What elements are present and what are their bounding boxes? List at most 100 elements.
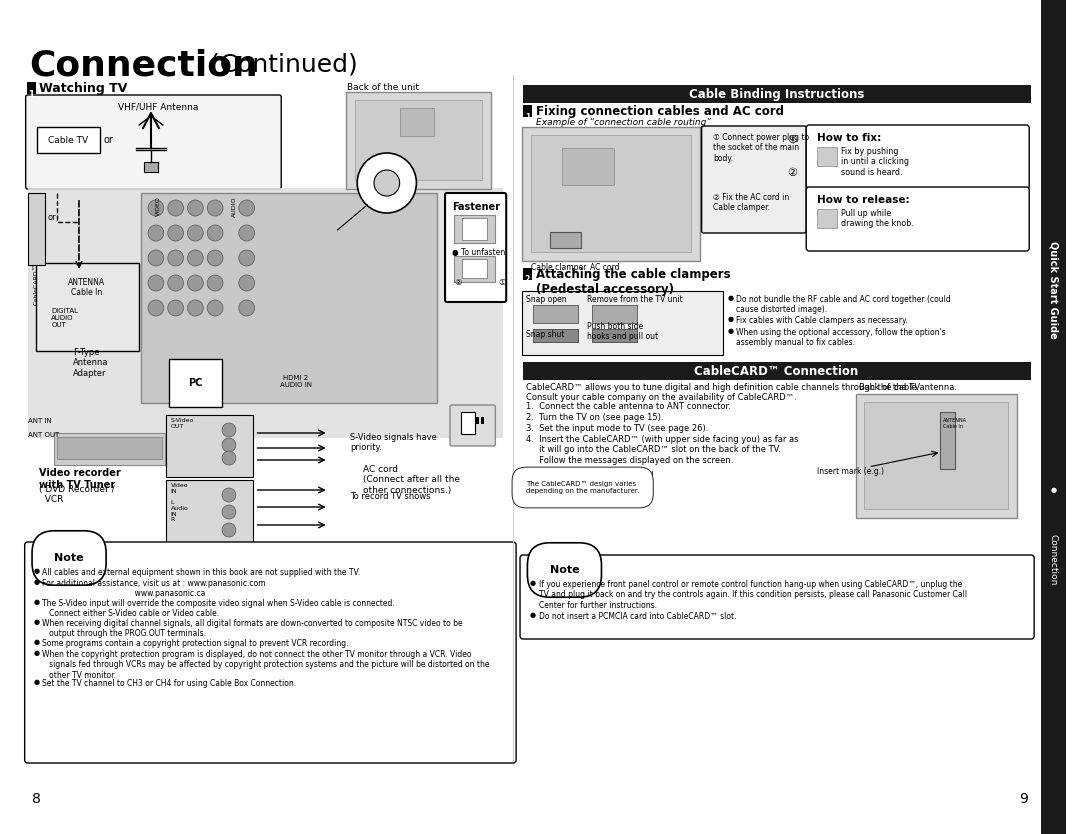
Text: ANTENNA
Cable In: ANTENNA Cable In [68,278,106,298]
Bar [563,148,613,185]
FancyBboxPatch shape [521,555,1035,639]
Text: Quick Start Guide: Quick Start Guide [1049,241,1058,339]
Bar [818,209,837,228]
FancyBboxPatch shape [855,394,1017,518]
Text: Video
IN: Video IN [171,483,188,494]
Text: Pull up while
drawing the knob.: Pull up while drawing the knob. [840,209,914,229]
Text: ●: ● [33,679,40,685]
Text: Do not insert a PCMCIA card into CableCARD™ slot.: Do not insert a PCMCIA card into CableCA… [539,612,737,621]
Text: ① Connect power plug to
the socket of the main
body.: ① Connect power plug to the socket of th… [714,133,810,163]
Text: 8: 8 [31,792,40,806]
Circle shape [148,300,164,316]
Text: Cable clamper: Cable clamper [531,263,586,272]
Text: AUDIO: AUDIO [232,196,237,217]
Bar [28,188,503,438]
Text: ●: ● [33,619,40,625]
Circle shape [148,250,164,266]
Text: Example of “connection cable routing”: Example of “connection cable routing” [536,118,711,127]
Bar [523,85,1031,103]
Text: CableCARD™ Connection: CableCARD™ Connection [694,364,859,378]
Text: Back of the TV: Back of the TV [859,383,920,392]
Text: How to fix:: How to fix: [818,133,881,143]
Bar [36,263,139,351]
Circle shape [167,275,184,291]
Text: ②: ② [787,168,797,178]
Text: Snap open: Snap open [526,295,567,304]
Text: Note: Note [550,565,579,575]
Circle shape [167,200,184,216]
Text: 9: 9 [1020,792,1028,806]
Text: ( DVD Recorder /
  VCR: ( DVD Recorder / VCR [40,485,116,505]
Text: Cable Binding Instructions: Cable Binding Instructions [689,88,864,101]
Text: ●: ● [1051,487,1056,493]
Text: Fixing connection cables and AC cord: Fixing connection cables and AC cord [536,105,784,118]
FancyBboxPatch shape [445,193,507,302]
Text: Do not bundle the RF cable and AC cord together (could
cause distorted image).: Do not bundle the RF cable and AC cord t… [737,295,950,314]
Text: When the copyright protection program is displayed, do not connect the other TV : When the copyright protection program is… [42,650,490,680]
Text: S-Video
OUT: S-Video OUT [171,418,194,429]
Bar [523,268,531,280]
FancyBboxPatch shape [522,127,700,261]
FancyBboxPatch shape [347,92,491,189]
Text: Fix cables with Cable clampers as necessary.: Fix cables with Cable clampers as necess… [737,316,908,325]
Text: 1: 1 [525,113,530,122]
Circle shape [222,423,235,437]
Text: (Continued): (Continued) [202,52,359,76]
Bar [532,305,578,323]
Circle shape [207,275,222,291]
Circle shape [167,300,184,316]
Text: ●: ● [33,599,40,605]
Text: Attaching the cable clampers
(Pedestal accessory): Attaching the cable clampers (Pedestal a… [536,268,730,296]
Bar [481,417,484,424]
Text: ANTENNA
Cable In: ANTENNA Cable In [943,418,968,429]
Text: or: or [48,213,56,222]
Text: 1.  Connect the cable antenna to ANT connector.: 1. Connect the cable antenna to ANT conn… [526,402,731,411]
Bar [592,305,637,323]
Text: S-Video signals have
priority.: S-Video signals have priority. [350,433,437,452]
Bar [532,329,578,342]
Circle shape [207,300,222,316]
Text: HDMI 2
AUDIO IN: HDMI 2 AUDIO IN [280,375,312,388]
Text: ●: ● [727,328,733,334]
Bar [461,412,474,434]
Circle shape [222,505,235,519]
Text: The CableCARD™ design varies
depending on the manufacturer.: The CableCARD™ design varies depending o… [526,481,639,494]
Text: Fastener: Fastener [451,202,500,212]
Circle shape [239,225,255,241]
Text: Note: Note [54,553,84,563]
Text: Set the TV channel to CH3 or CH4 for using Cable Box Connection.: Set the TV channel to CH3 or CH4 for usi… [42,679,297,688]
Bar [523,105,531,117]
Text: Fix by pushing
in until a clicking
sound is heard.: Fix by pushing in until a clicking sound… [840,147,908,177]
Bar [454,215,496,243]
Text: Watching TV: Watching TV [40,82,127,95]
FancyBboxPatch shape [702,126,806,233]
Circle shape [207,250,222,266]
Circle shape [374,170,400,196]
Bar [57,437,162,459]
Text: For additional assistance, visit us at : www.panasonic.com
                     : For additional assistance, visit us at :… [42,579,266,599]
Text: Back of the unit: Back of the unit [348,83,419,92]
FancyBboxPatch shape [806,125,1029,189]
Text: AC cord: AC cord [590,263,620,272]
Circle shape [222,438,235,452]
Text: CableCARD™: CableCARD™ [33,263,39,305]
Circle shape [239,275,255,291]
Circle shape [188,275,203,291]
Text: AC cord
(Connect after all the
other connections.): AC cord (Connect after all the other con… [363,465,460,495]
Circle shape [357,153,417,213]
Text: ● To unfasten: ● To unfasten [451,248,505,257]
FancyBboxPatch shape [26,95,281,189]
Bar [531,135,691,252]
Text: When receiving digital channel signals, all digital formats are down-converted t: When receiving digital channel signals, … [42,619,463,638]
FancyBboxPatch shape [806,187,1029,251]
Text: ①: ① [787,135,797,145]
Circle shape [188,300,203,316]
Circle shape [222,451,235,465]
Text: Connection: Connection [1049,535,1058,585]
Text: Push both side
hooks and pull out: Push both side hooks and pull out [588,322,659,341]
Bar [355,100,482,180]
Text: ANT IN: ANT IN [28,418,52,424]
Circle shape [239,250,255,266]
Circle shape [239,300,255,316]
Text: How to release:: How to release: [818,195,909,205]
